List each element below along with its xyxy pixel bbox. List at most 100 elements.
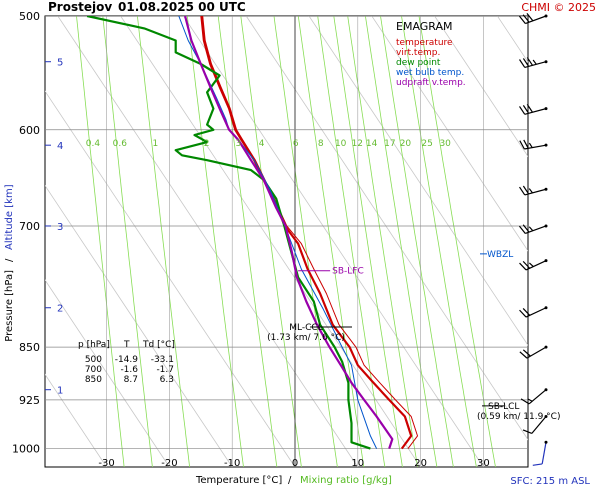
wind-barb [519, 139, 548, 150]
wind-barb-flag [522, 105, 530, 114]
mixing-ratio-line [240, 16, 302, 467]
wind-barb-half [528, 262, 534, 268]
mixing-ratio-label: 6 [293, 139, 299, 149]
annotation-sb-lcl: SB-LCL [488, 402, 519, 412]
x-tick-label: 20 [414, 458, 427, 469]
mixing-ratio-label: 10 [335, 139, 347, 149]
annotation-sb-lfc: SB-LFC [332, 267, 364, 277]
series-4 [184, 16, 394, 449]
x-tick-label: 10 [351, 458, 364, 469]
wind-barb [519, 306, 548, 318]
wind-barb [519, 103, 548, 115]
series-2 [86, 16, 371, 450]
legend-dew-point: dew point [396, 58, 441, 68]
x-tick-label: -20 [161, 458, 177, 469]
mixing-ratio-line [102, 16, 153, 467]
wind-barb-staff [531, 416, 547, 434]
altitude-tick-label: 1 [57, 386, 63, 397]
dry-adiabat [45, 90, 296, 467]
wind-barb-half [527, 398, 533, 402]
mixing-ratio-line [333, 16, 403, 467]
y-axis-label-2: Altitude [km] [4, 184, 15, 250]
dry-adiabat [560, 16, 600, 467]
wind-barb-staff [525, 260, 547, 271]
legend-wet-bulb: wet bulb temp. [396, 68, 464, 78]
wind-barb-base [544, 345, 548, 349]
wind-barb-base [544, 259, 548, 263]
mixing-ratio-label: 8 [318, 139, 324, 149]
wind-barb-flag [519, 309, 527, 318]
wind-barb-flag [518, 15, 526, 24]
mixing-ratio-label: 30 [439, 139, 451, 149]
series-0 [200, 16, 413, 450]
mixing-ratio-label: 2 [204, 139, 210, 149]
y-axis-label: Pressure [hPa] [4, 270, 15, 342]
mixing-ratio-line [380, 16, 454, 467]
mixing-ratio-label: 25 [421, 139, 432, 149]
altitude-tick-label: 3 [57, 222, 63, 233]
wind-barb [518, 224, 548, 235]
wind-barb-half [528, 226, 534, 232]
wind-barbs [518, 12, 548, 466]
wind-barb-flag [519, 106, 526, 115]
wind-barb-base [544, 415, 548, 419]
legend-temperature: temperature [396, 38, 453, 48]
series-1 [202, 16, 418, 449]
wind-barb-flag [523, 139, 529, 149]
altitude-tick-label: 4 [57, 141, 63, 152]
wind-barb-flag [519, 186, 526, 196]
wind-barb-flag [519, 351, 528, 359]
wind-barb-flag [526, 12, 534, 22]
mixing-ratio-line [418, 16, 496, 467]
table-cell: -1.7 [156, 365, 174, 375]
dry-adiabat [45, 373, 107, 467]
wind-barb-flag [526, 57, 533, 66]
annotation-ml-ccl-values: (1.73 km/ 7.6 °C) [267, 333, 345, 343]
annotation-wbzl: WBZL [487, 250, 513, 260]
x-tick-label: -10 [224, 458, 240, 469]
dry-adiabat [45, 279, 170, 467]
altitude-tick-label: 2 [57, 304, 63, 315]
table-header-t: T [123, 340, 130, 350]
profile-series [86, 16, 418, 450]
wind-barb-base [544, 306, 548, 310]
y-tick-label: 925 [19, 394, 40, 407]
station-name: Prostejov [48, 0, 112, 14]
wind-barb-flag [522, 260, 531, 269]
table-cell: -33.1 [151, 355, 174, 365]
dry-adiabat [434, 16, 528, 158]
copyright-label: CHMI © 2025 [521, 1, 596, 14]
wind-barb-flag [522, 224, 530, 233]
wind-barb [518, 12, 548, 25]
plot-area [44, 15, 529, 468]
mixing-ratio-label: 0.6 [113, 139, 128, 149]
mixing-ratio-line [76, 16, 125, 467]
table-cell: 850 [85, 375, 102, 385]
table-cell: 6.3 [160, 375, 174, 385]
y-tick-label: 1000 [12, 443, 40, 456]
altitude-tick-label: 5 [57, 58, 63, 69]
dry-adiabat [45, 184, 233, 467]
legend: EMAGRAM temperature virt.temp. dew point… [396, 20, 466, 88]
annotation-sb-lcl-values: (0.59 km/ 11.9 °C) [477, 412, 560, 422]
datetime-label: 01.08.2025 00 UTC [118, 0, 246, 14]
wind-barb-base [544, 187, 548, 191]
table-header-td: Td [°C] [142, 340, 175, 350]
wind-barb [532, 440, 548, 466]
mixing-ratio-line [365, 16, 438, 467]
wind-barb [520, 388, 548, 405]
table-cell: -1.6 [120, 365, 138, 375]
wind-barb [519, 345, 548, 359]
annotation-ml-ccl: ML-CCL [289, 323, 322, 333]
mixing-ratio-label: 1 [153, 139, 159, 149]
wind-barb-flag [519, 262, 527, 271]
wind-barb [519, 185, 548, 196]
x-axis-label: Temperature [°C] [195, 475, 282, 486]
wind-barb-flag [522, 349, 531, 357]
wind-barb-flag [532, 463, 543, 466]
dry-adiabat [371, 16, 528, 252]
mixing-ratio-line [297, 16, 365, 467]
wind-barb-base [544, 60, 548, 64]
annotations: SB-LFC ML-CCL(1.73 km/ 7.6 °C) SB-LCL(0.59… [267, 250, 560, 422]
